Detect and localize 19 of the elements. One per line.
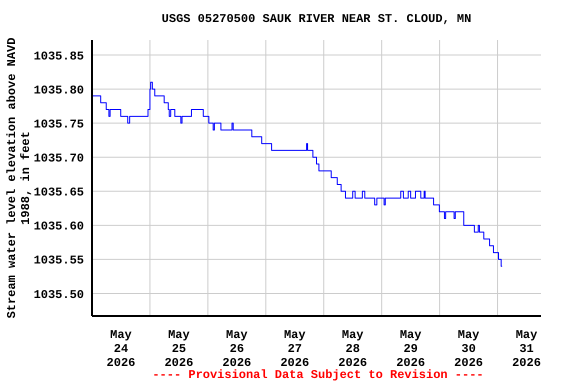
- chart-title: USGS 05270500 SAUK RIVER NEAR ST. CLOUD, MN: [160, 12, 472, 26]
- x-tick-label: May 24 2026: [106, 328, 136, 370]
- y-tick-label: 1035.75: [34, 117, 84, 132]
- x-tick-label: May 29 2026: [396, 328, 426, 370]
- y-tick-label: 1035.85: [34, 49, 84, 64]
- y-tick-label: 1035.65: [34, 186, 84, 200]
- x-tick-label: May 30 2026: [454, 328, 483, 370]
- x-tick-label: May 26 2026: [222, 328, 252, 370]
- x-tick-label: May 25 2026: [164, 328, 194, 370]
- y-tick-label: 1035.80: [34, 83, 84, 98]
- y-axis-title: Stream water level elevation above NAVD 1988, in feet: [5, 38, 33, 318]
- y-tick-label: 1035.55: [34, 254, 84, 268]
- text: ---- Provisional Data Subject to Revision ----: [152, 368, 484, 382]
- x-tick-label: May 31 2026: [512, 328, 541, 370]
- y-tick-label: 1035.50: [34, 288, 84, 302]
- x-tick-label: May 27 2026: [280, 328, 310, 370]
- y-tick-label: 1035.70: [34, 151, 84, 166]
- y-tick-label: 1035.60: [34, 220, 84, 234]
- x-tick-label: May 28 2026: [338, 328, 368, 370]
